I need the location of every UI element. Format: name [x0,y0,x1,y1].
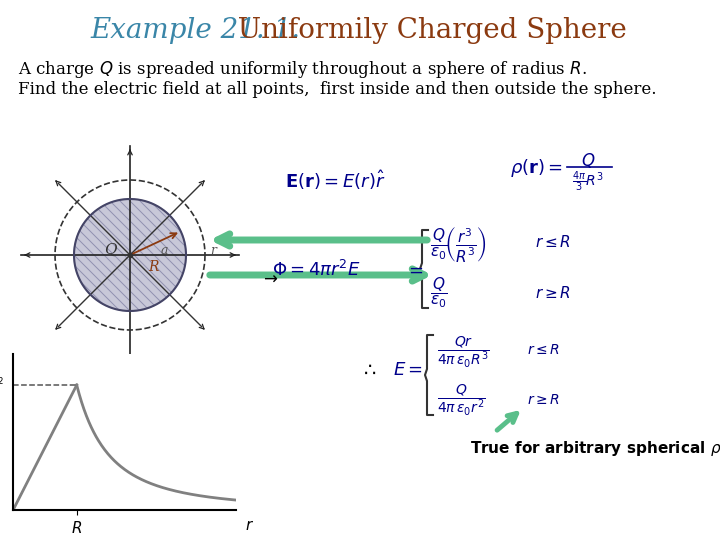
Text: $r \leq R$: $r \leq R$ [527,343,560,357]
Text: $\therefore$: $\therefore$ [360,361,377,379]
Text: $\dfrac{Qr}{4\pi\,\varepsilon_0 R^3}$: $\dfrac{Qr}{4\pi\,\varepsilon_0 R^3}$ [437,334,490,370]
Text: $r \geq R$: $r \geq R$ [527,393,560,407]
Text: $\Phi = 4\pi r^2 E$: $\Phi = 4\pi r^2 E$ [272,260,361,280]
Text: R: R [148,260,158,274]
Text: A charge $Q$ is spreaded uniformily throughout a sphere of radius $R$.: A charge $Q$ is spreaded uniformily thro… [18,59,587,80]
Text: $=$: $=$ [405,261,423,279]
Text: Find the electric field at all points,  first inside and then outside the sphere: Find the electric field at all points, f… [18,82,657,98]
Text: r: r [210,244,216,256]
Circle shape [74,199,186,311]
Text: $r \leq R$: $r \leq R$ [535,234,571,250]
Text: $Q$: $Q$ [581,151,595,170]
Text: $\dfrac{Q}{\varepsilon_0}\!\left(\dfrac{r^3}{R^3}\right)$: $\dfrac{Q}{\varepsilon_0}\!\left(\dfrac{… [430,226,487,265]
Text: Uniformily Charged Sphere: Uniformily Charged Sphere [220,17,626,44]
Text: $\rightarrow$: $\rightarrow$ [260,269,279,287]
Text: $r \geq R$: $r \geq R$ [535,285,571,301]
Text: $E =$: $E =$ [393,361,423,379]
Text: $\rho(\mathbf{r})=$: $\rho(\mathbf{r})=$ [510,157,563,179]
Text: $\dfrac{Q}{4\pi\,\varepsilon_0 r^2}$: $\dfrac{Q}{4\pi\,\varepsilon_0 r^2}$ [437,382,485,417]
Text: Example 21. 1.: Example 21. 1. [90,17,300,44]
Text: $r$: $r$ [245,519,254,533]
Text: True for arbitrary spherical $\rho(r)$.: True for arbitrary spherical $\rho(r)$. [470,438,720,457]
Text: $\mathbf{E}(\mathbf{r}) = E(r)\hat{r}$: $\mathbf{E}(\mathbf{r}) = E(r)\hat{r}$ [285,168,385,192]
Text: $kQ/R^2$: $kQ/R^2$ [0,376,4,394]
Text: $\dfrac{Q}{\varepsilon_0}$: $\dfrac{Q}{\varepsilon_0}$ [430,276,448,310]
Text: a: a [161,244,168,256]
Text: Q: Q [104,243,116,257]
Text: $\frac{4\pi}{3}R^3$: $\frac{4\pi}{3}R^3$ [572,170,604,194]
